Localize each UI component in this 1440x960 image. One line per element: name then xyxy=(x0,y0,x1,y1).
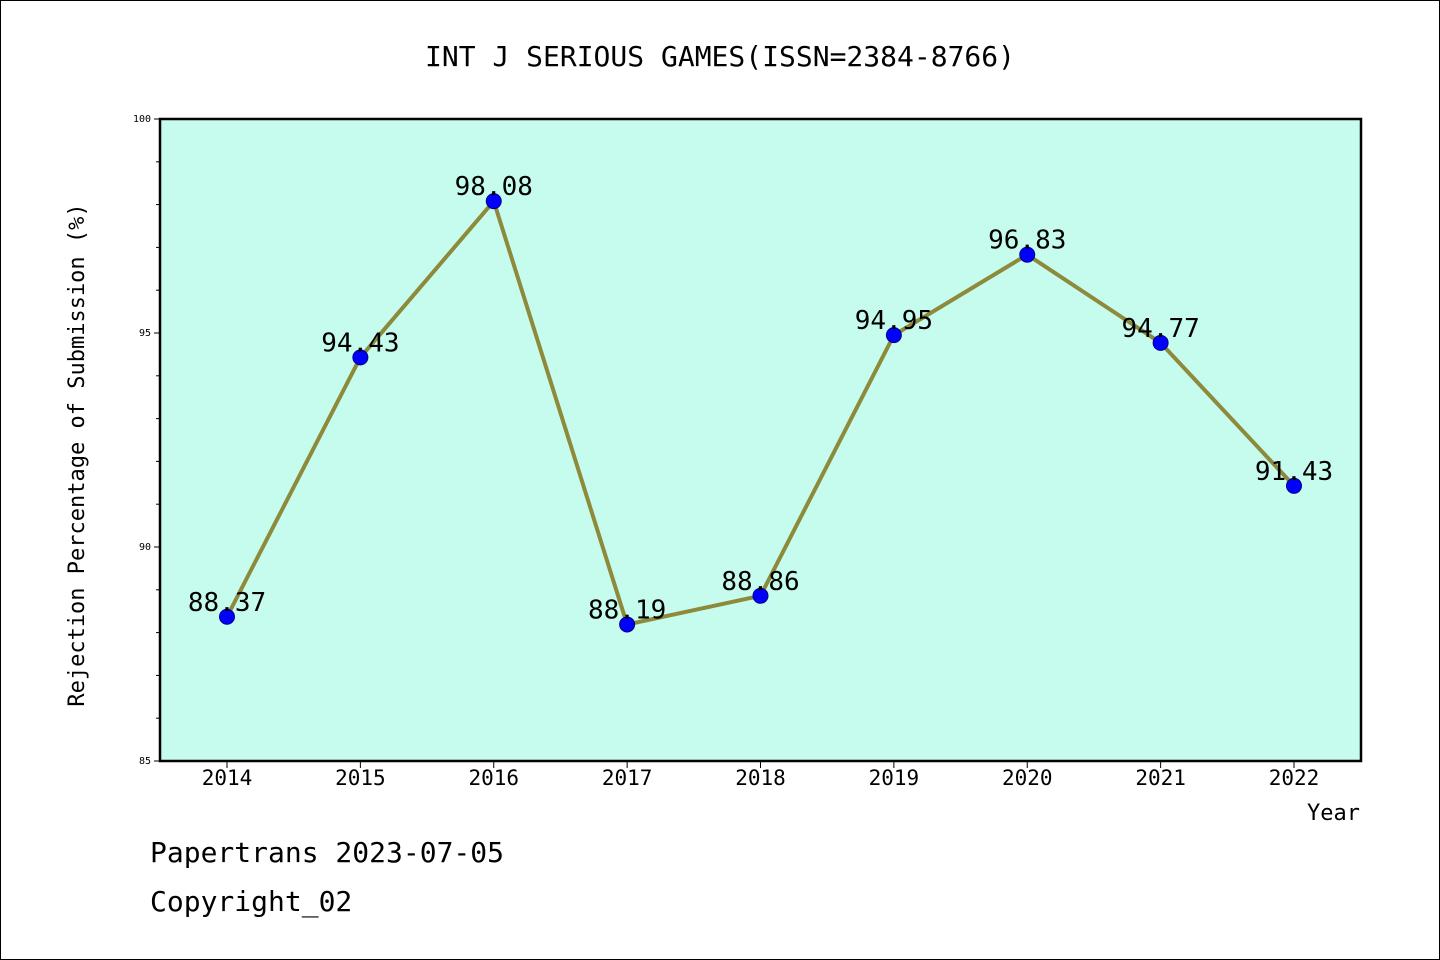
x-tick-label: 2017 xyxy=(602,766,653,790)
x-tick-label: 2019 xyxy=(869,766,920,790)
x-tick-label: 2014 xyxy=(202,766,253,790)
data-label: 98.08 xyxy=(455,172,533,202)
data-label: 94.77 xyxy=(1121,314,1199,344)
data-point xyxy=(485,193,502,210)
x-axis-label: Year xyxy=(1307,801,1360,826)
y-tick-label: 95 xyxy=(139,328,151,339)
plot-area xyxy=(160,119,1361,761)
y-axis-label: Rejection Percentage of Submission (%) xyxy=(65,203,90,706)
data-point xyxy=(352,349,369,366)
data-point xyxy=(619,616,636,633)
x-tick-label: 2020 xyxy=(1002,766,1053,790)
footer-date: Papertrans 2023-07-05 xyxy=(150,836,505,869)
chart-title: INT J SERIOUS GAMES(ISSN=2384-8766) xyxy=(425,40,1015,73)
data-point xyxy=(219,608,235,625)
y-tick-label: 100 xyxy=(133,114,151,125)
y-tick-label: 90 xyxy=(139,542,151,553)
y-tick-label: 85 xyxy=(139,756,151,767)
data-point xyxy=(1019,246,1036,263)
data-point xyxy=(885,327,902,344)
data-label: 96.83 xyxy=(988,226,1066,256)
data-label: 91.43 xyxy=(1255,457,1333,487)
data-label: 94.95 xyxy=(855,306,933,336)
data-label: 94.43 xyxy=(321,328,399,358)
x-tick-label: 2022 xyxy=(1269,766,1320,790)
data-point xyxy=(1152,334,1169,351)
data-labels-group: 88.37 94.43 98.08 88.19 88.86 94.95 96.83 94.77… xyxy=(188,172,1333,625)
data-label: 88.86 xyxy=(721,567,799,597)
x-tick-label: 2018 xyxy=(735,766,786,790)
data-markers xyxy=(219,193,1302,633)
footer-copyright: Copyright_02 xyxy=(150,885,353,918)
data-label: 88.37 xyxy=(188,588,266,618)
data-label: 88.19 xyxy=(588,595,666,625)
x-tick-label: 2015 xyxy=(335,766,386,790)
y-axis-ticks: 85 90 95 100 xyxy=(133,114,160,767)
x-axis-ticks: 2014 2015 2016 2017 2018 2019 2020 2021 2022 xyxy=(202,761,1320,790)
data-point xyxy=(752,587,769,604)
x-tick-label: 2016 xyxy=(468,766,519,790)
data-point xyxy=(1286,477,1302,494)
x-tick-label: 2021 xyxy=(1135,766,1186,790)
plot-border xyxy=(158,117,1363,763)
